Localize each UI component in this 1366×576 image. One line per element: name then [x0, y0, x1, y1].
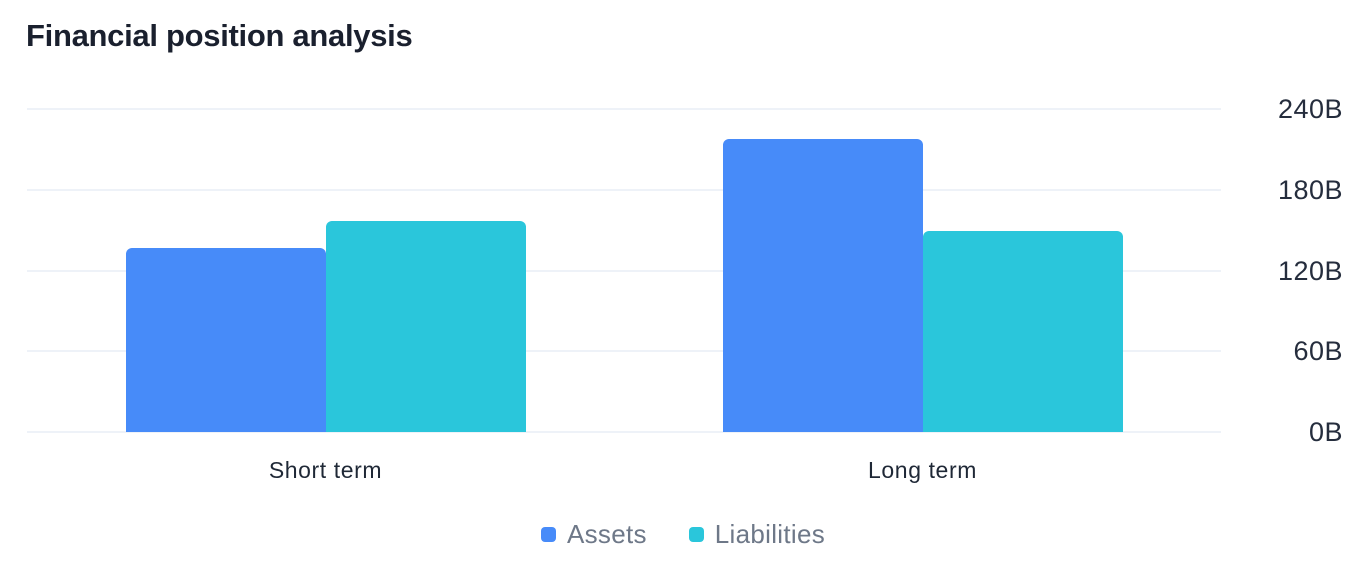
gridline-180b: [27, 188, 1221, 191]
legend-label-liabilities: Liabilities: [714, 518, 826, 549]
y-tick-label-120b: 120B: [1277, 255, 1343, 286]
gridline-60b: [27, 350, 1221, 353]
legend-item-assets[interactable]: Assets: [540, 518, 647, 550]
gridline-0b: [27, 431, 1221, 433]
bar-liabilities-long-term[interactable]: [922, 231, 1123, 432]
chart-title: Financial position analysis: [26, 18, 413, 53]
legend-swatch-assets: [540, 526, 556, 542]
gridline-120b: [27, 269, 1221, 272]
y-tick-label-240b: 240B: [1277, 94, 1343, 124]
bar-liabilities-short-term[interactable]: [325, 220, 526, 432]
bar-assets-short-term[interactable]: [125, 247, 326, 432]
legend-label-assets: Assets: [566, 518, 647, 549]
gridline-240b: [27, 108, 1221, 110]
y-tick-label-0b: 0B: [1308, 417, 1343, 447]
legend-swatch-liabilities: [688, 526, 704, 542]
chart-legend: Assets Liabilities: [0, 514, 1366, 554]
legend-item-liabilities[interactable]: Liabilities: [688, 518, 826, 550]
x-category-label-long-term: Long term: [868, 457, 977, 483]
x-category-label-short-term: Short term: [268, 457, 383, 483]
y-tick-label-60b: 60B: [1293, 336, 1343, 367]
y-tick-label-180b: 180B: [1277, 174, 1343, 205]
bar-assets-long-term[interactable]: [722, 138, 923, 432]
